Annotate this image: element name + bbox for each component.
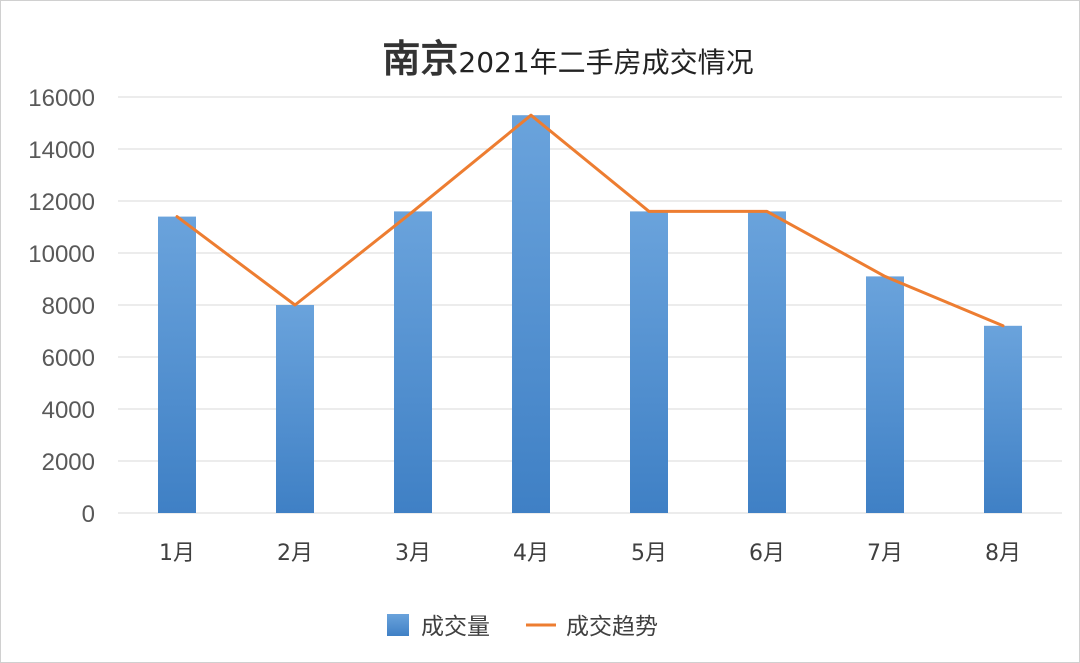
legend-swatch-bar <box>387 614 409 636</box>
bar <box>512 115 550 513</box>
x-tick-label: 6月 <box>749 541 785 566</box>
bar <box>748 211 786 513</box>
x-tick-label: 4月 <box>513 541 549 566</box>
bar <box>394 211 432 513</box>
y-tick-label: 16000 <box>28 85 95 112</box>
y-axis-ticks: 0 2000 4000 6000 8000 10000 12000 14000 16000 <box>28 85 95 528</box>
bar <box>866 276 904 513</box>
legend-label-bar: 成交量 <box>421 614 490 640</box>
legend-label-line: 成交趋势 <box>566 614 658 640</box>
y-tick-label: 12000 <box>28 189 95 216</box>
bar <box>984 325 1022 513</box>
x-tick-label: 7月 <box>867 541 903 566</box>
y-tick-label: 8000 <box>42 293 95 320</box>
y-tick-label: 2000 <box>42 449 95 476</box>
chart-title-rest: 2021年二手房成交情况 <box>458 46 753 79</box>
line-series <box>175 113 1005 328</box>
x-tick-label: 8月 <box>985 541 1021 566</box>
trend-line <box>175 113 1005 328</box>
chart-title-city: 南京 <box>382 36 458 81</box>
bar-series <box>158 115 1022 513</box>
y-tick-label: 14000 <box>28 137 95 164</box>
x-tick-label: 2月 <box>277 541 313 566</box>
x-tick-label: 5月 <box>631 541 667 566</box>
y-tick-label: 4000 <box>42 397 95 424</box>
bar <box>630 211 668 513</box>
bar <box>158 216 196 513</box>
y-tick-label: 0 <box>82 501 95 528</box>
chart-title: 南京2021年二手房成交情况 <box>382 36 753 81</box>
bar <box>276 305 314 513</box>
y-tick-label: 10000 <box>28 241 95 268</box>
x-tick-label: 1月 <box>159 541 195 566</box>
y-tick-label: 6000 <box>42 345 95 372</box>
grid-lines <box>118 96 1062 514</box>
legend: 成交量 成交趋势 <box>387 614 658 640</box>
x-tick-label: 3月 <box>395 541 431 566</box>
x-axis-ticks: 1月 2月 3月 4月 5月 6月 7月 8月 <box>159 541 1021 566</box>
